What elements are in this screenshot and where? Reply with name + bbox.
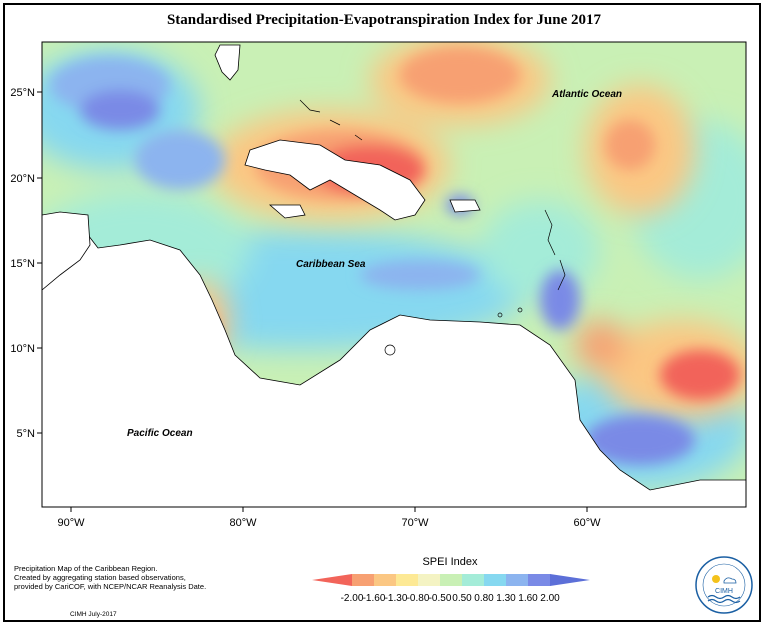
cimh-logo-icon: CIMH [695,556,753,614]
legend-swatch [352,574,375,586]
legend-label: 2.00 [540,593,560,604]
figure-frame [3,3,761,622]
legend-swatch [484,574,507,586]
lat-axis: 25°N 20°N 15°N 10°N 5°N [10,87,42,440]
legend-label: -0.50 [428,593,452,604]
legend-label: -1.60 [362,593,386,604]
label-atlantic-ocean: Atlantic Ocean [551,89,622,100]
sun-icon [712,575,720,583]
lat-tick: 10°N [10,343,35,355]
legend-swatch [528,574,551,586]
map-border [41,41,747,508]
map-title: Standardised Precipitation-Evapotranspir… [166,12,602,28]
credit-text: CIMH July-2017 [70,611,117,618]
islands [299,99,566,356]
cimh-logo: CIMH [694,555,754,615]
description-line: Precipitation Map of the Caribbean Regio… [14,564,158,573]
description-line: provided by CariCOF, with NCEP/NCAR Rean… [14,582,207,591]
lon-axis: 90°W 80°W 70°W 60°W [57,507,601,529]
legend-label: 1.30 [496,593,516,604]
lon-tick: 60°W [573,517,601,529]
legend-label: 0.50 [452,593,472,604]
legend-swatch [374,574,397,586]
legend-label: -0.80 [406,593,430,604]
spei-legend-bar [312,574,590,586]
spei-field [42,42,746,507]
lon-tick: 80°W [229,517,257,529]
legend-label: 1.60 [518,593,538,604]
legend-swatch [418,574,441,586]
lat-tick: 5°N [17,428,36,440]
legend-title: SPEI Index [422,556,478,568]
lat-tick: 20°N [10,173,35,185]
land-masses [42,44,746,507]
map-description: Precipitation Map of the Caribbean Regio… [14,564,254,591]
cloud-icon [723,577,737,584]
legend-label: -1.30 [384,593,408,604]
lon-tick: 90°W [57,517,85,529]
legend-labels: -2.00 -1.60 -1.30 -0.80 -0.50 0.50 0.80 1.30 1.6… [300,593,600,605]
legend-swatch [312,574,352,586]
legend-swatch [462,574,485,586]
label-caribbean-sea: Caribbean Sea [296,259,366,270]
lat-tick: 15°N [10,258,35,270]
lat-tick: 25°N [10,87,35,99]
legend-label: 0.80 [474,593,494,604]
lon-tick: 70°W [401,517,429,529]
legend-swatch [440,574,463,586]
description-line: Created by aggregating station based obs… [14,573,186,582]
logo-text: CIMH [715,588,733,595]
legend-swatch [506,574,529,586]
legend-swatch [550,574,590,586]
legend-label: -2.00 [340,593,364,604]
legend-swatch [396,574,419,586]
label-pacific-ocean: Pacific Ocean [127,428,193,439]
